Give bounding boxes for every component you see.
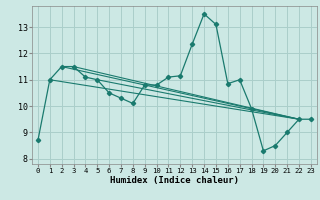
X-axis label: Humidex (Indice chaleur): Humidex (Indice chaleur) <box>110 176 239 185</box>
